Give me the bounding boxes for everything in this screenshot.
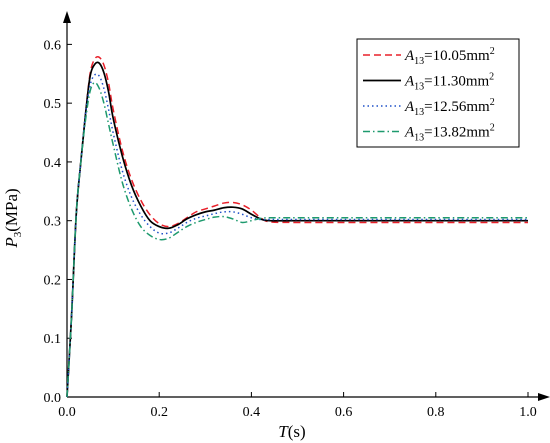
series-line-3 — [66, 73, 528, 398]
x-tick-label: 0.0 — [58, 405, 76, 420]
y-tick-label: 0.5 — [44, 97, 62, 112]
x-tick-label: 1.0 — [519, 405, 537, 420]
y-tick-label: 0.2 — [44, 273, 62, 288]
x-tick-label: 0.6 — [335, 405, 353, 420]
tick-marks: 0.0 0.2 0.4 0.6 0.8 1.0 0.0 0.1 0.2 0.3 0.4 0.5 0.6 — [44, 38, 537, 420]
x-tick-label: 0.8 — [427, 405, 445, 420]
legend: A13=10.05mm2 A13=11.30mm2 A13=12.56mm2 A13=… — [356, 38, 520, 148]
axes — [63, 11, 550, 401]
legend-label-1: A13=10.05mm2 — [404, 46, 495, 67]
series-group — [66, 55, 529, 398]
y-axis-arrow — [63, 11, 71, 23]
legend-box — [356, 38, 520, 148]
series-line-2 — [66, 61, 528, 398]
x-axis-arrow — [538, 393, 550, 401]
legend-label-2: A13=11.30mm2 — [404, 72, 494, 93]
legend-label-4: A13=13.82mm2 — [404, 123, 495, 144]
legend-label-3: A13=12.56mm2 — [404, 97, 495, 118]
x-axis-label: T(s) — [278, 422, 305, 441]
y-tick-label: 0.6 — [44, 38, 62, 53]
x-tick-label: 0.4 — [243, 405, 261, 420]
y-tick-label: 0.1 — [44, 332, 62, 347]
series-line-4 — [66, 81, 529, 398]
y-tick-label: 0.3 — [44, 215, 62, 230]
y-axis-label: P3(MPa) — [2, 188, 24, 248]
y-tick-label: 0.0 — [44, 391, 62, 406]
y-tick-label: 0.4 — [44, 156, 62, 171]
x-tick-label: 0.2 — [150, 405, 168, 420]
